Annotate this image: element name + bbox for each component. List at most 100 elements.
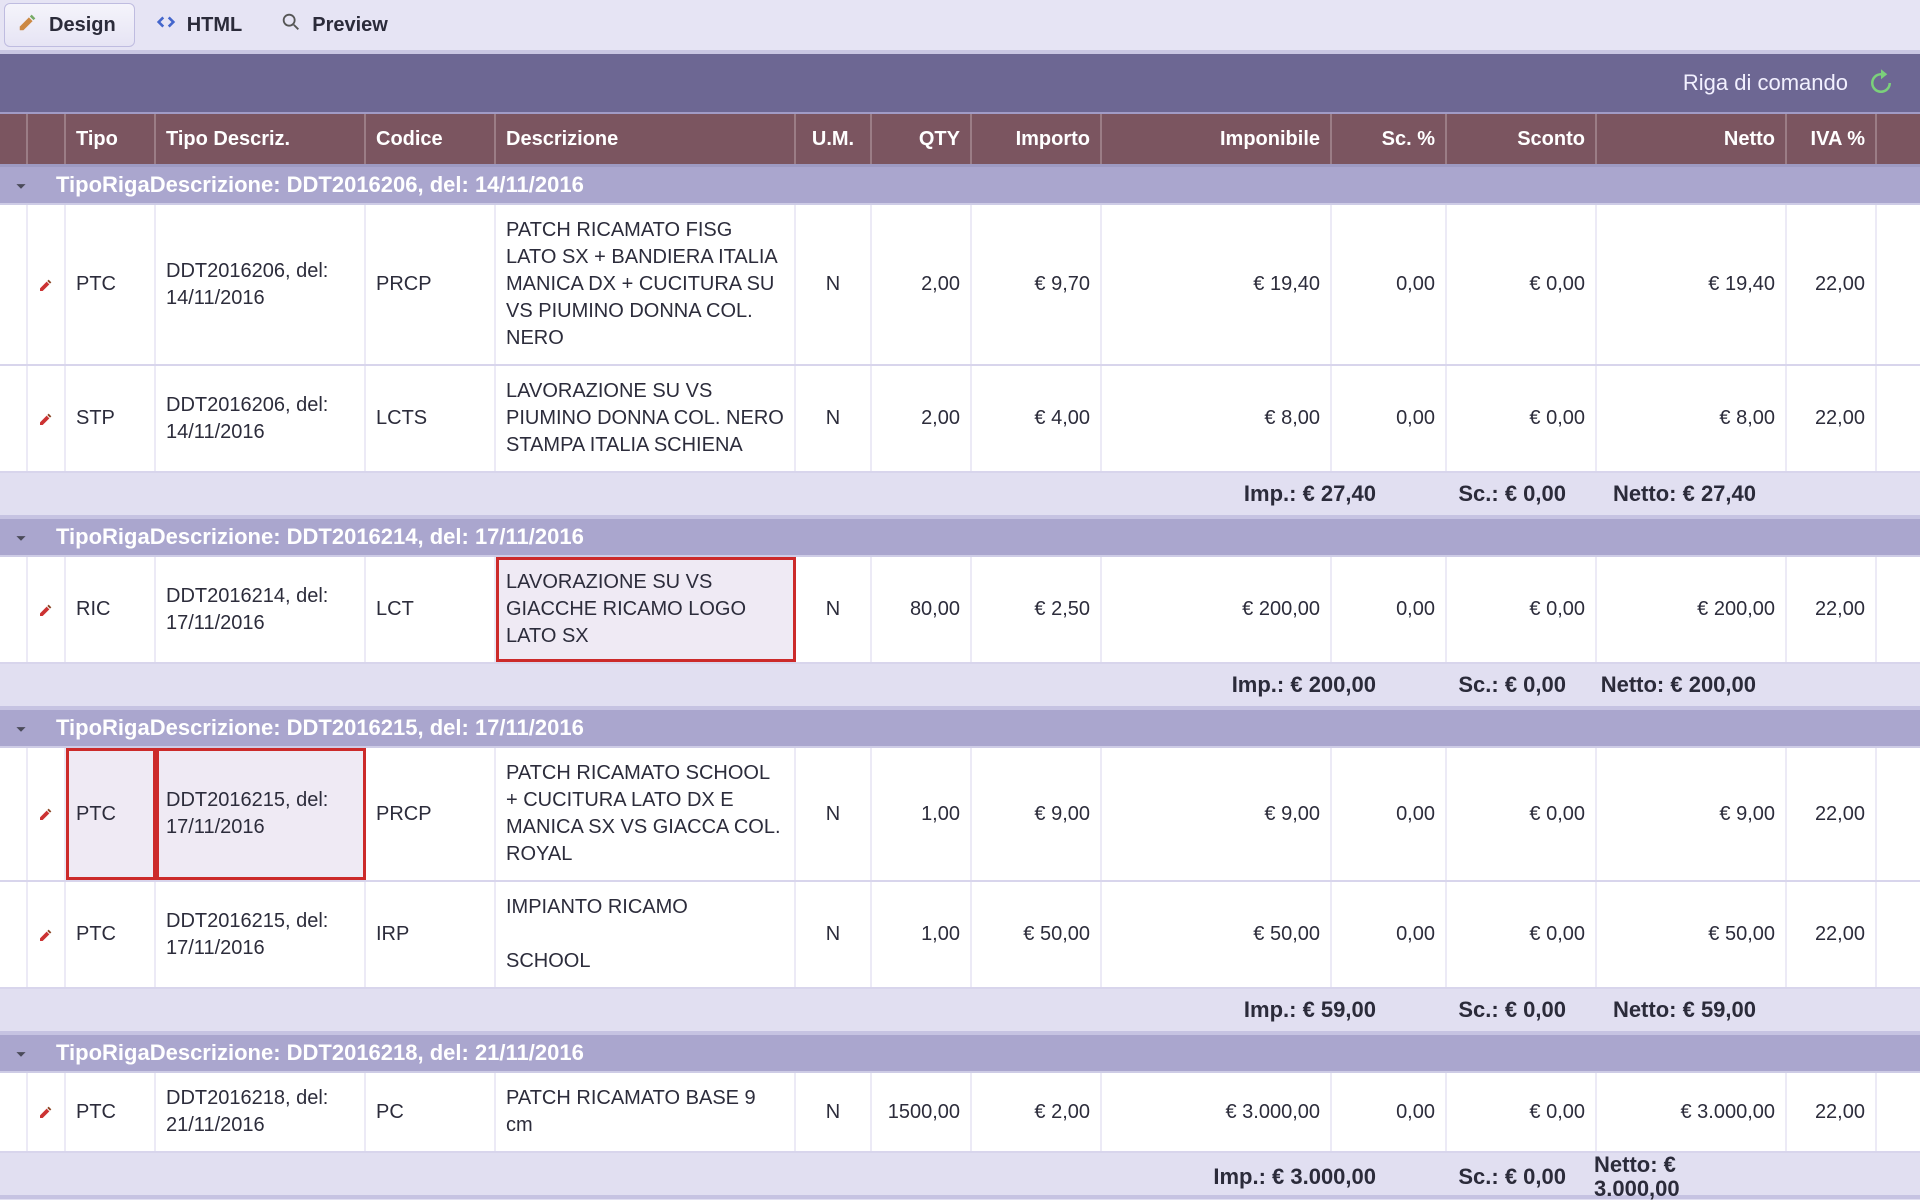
cell-qty: 2,00 xyxy=(872,205,972,364)
refresh-icon[interactable] xyxy=(1866,68,1896,98)
group-title: TipoRigaDescrizione: DDT2016215, del: 17… xyxy=(56,715,584,741)
command-row: Riga di comando xyxy=(0,54,1920,114)
table-row[interactable]: PTCDDT2016218, del: 21/11/2016PCPATCH RI… xyxy=(0,1073,1920,1153)
group-summary: Imp.: € 3.000,00Sc.: € 0,00Netto: € 3.00… xyxy=(0,1153,1920,1199)
tab-html-label: HTML xyxy=(187,14,243,37)
table-row[interactable]: PTCDDT2016215, del: 17/11/2016IRPIMPIANT… xyxy=(0,882,1920,989)
edit-icon[interactable] xyxy=(28,557,66,662)
header-codice[interactable]: Codice xyxy=(366,114,496,164)
summary-gap xyxy=(1770,473,1850,515)
cell-netto: € 50,00 xyxy=(1597,882,1787,987)
cell-tipodescr: DDT2016218, del: 21/11/2016 xyxy=(156,1073,366,1151)
cell-iva: 22,00 xyxy=(1787,557,1877,662)
cell-totale xyxy=(1877,366,1920,471)
pencil-ruler-icon xyxy=(17,11,39,39)
table-row[interactable]: RICDDT2016214, del: 17/11/2016LCTLAVORAZ… xyxy=(0,557,1920,664)
cell-sconto: € 0,00 xyxy=(1447,205,1597,364)
cell-scperc: 0,00 xyxy=(1332,205,1447,364)
cell-um: N xyxy=(796,748,872,880)
cell-importo: € 9,70 xyxy=(972,205,1102,364)
tab-design-label: Design xyxy=(49,14,116,37)
summary-gap xyxy=(1770,989,1850,1031)
summary-tot: Tot.: € xyxy=(1850,664,1920,706)
cell-scperc: 0,00 xyxy=(1332,882,1447,987)
header-qty[interactable]: QTY xyxy=(872,114,972,164)
cell-netto: € 200,00 xyxy=(1597,557,1787,662)
header-ivaperc[interactable]: IVA % xyxy=(1787,114,1877,164)
table-row[interactable]: STPDDT2016206, del: 14/11/2016LCTSLAVORA… xyxy=(0,366,1920,473)
edit-icon[interactable] xyxy=(28,748,66,880)
tab-preview-label: Preview xyxy=(312,14,388,37)
command-row-label: Riga di comando xyxy=(1683,70,1848,96)
header-scperc[interactable]: Sc. % xyxy=(1332,114,1447,164)
summary-imp: Imp.: € 200,00 xyxy=(1140,664,1390,706)
cell-iva: 22,00 xyxy=(1787,205,1877,364)
group-header[interactable]: TipoRigaDescrizione: DDT2016215, del: 17… xyxy=(0,710,1920,748)
cell-iva: 22,00 xyxy=(1787,1073,1877,1151)
group-title: TipoRigaDescrizione: DDT2016218, del: 21… xyxy=(56,1040,584,1066)
group-header[interactable]: TipoRigaDescrizione: DDT2016206, del: 14… xyxy=(0,167,1920,205)
summary-spacer xyxy=(0,473,1140,515)
cell-netto: € 19,40 xyxy=(1597,205,1787,364)
edit-icon[interactable] xyxy=(28,1073,66,1151)
summary-sc: Sc.: € 0,00 xyxy=(1390,989,1580,1031)
cell-scperc: 0,00 xyxy=(1332,748,1447,880)
summary-spacer xyxy=(0,664,1140,706)
cell-um: N xyxy=(796,1073,872,1151)
cell-iva: 22,00 xyxy=(1787,882,1877,987)
cell-sconto: € 0,00 xyxy=(1447,748,1597,880)
cell-expander xyxy=(0,366,28,471)
edit-icon[interactable] xyxy=(28,882,66,987)
cell-imponibile: € 19,40 xyxy=(1102,205,1332,364)
cell-tipo: RIC xyxy=(66,557,156,662)
summary-netto: Netto: € 200,00 xyxy=(1580,664,1770,706)
cell-codice: PRCP xyxy=(366,205,496,364)
tab-preview[interactable]: Preview xyxy=(268,3,406,47)
header-sconto[interactable]: Sconto xyxy=(1447,114,1597,164)
cell-descrizione: LAVORAZIONE SU VS PIUMINO DONNA COL. NER… xyxy=(496,366,796,471)
cell-imponibile: € 8,00 xyxy=(1102,366,1332,471)
table-row[interactable]: PTCDDT2016206, del: 14/11/2016PRCPPATCH … xyxy=(0,205,1920,366)
summary-netto: Netto: € 27,40 xyxy=(1580,473,1770,515)
cell-tipodescr: DDT2016206, del: 14/11/2016 xyxy=(156,205,366,364)
chevron-down-icon[interactable] xyxy=(8,525,34,551)
summary-imp: Imp.: € 59,00 xyxy=(1140,989,1390,1031)
header-netto[interactable]: Netto xyxy=(1597,114,1787,164)
header-tipodescr[interactable]: Tipo Descriz. xyxy=(156,114,366,164)
cell-qty: 80,00 xyxy=(872,557,972,662)
cell-codice: PRCP xyxy=(366,748,496,880)
header-totale[interactable]: Totale xyxy=(1877,114,1920,164)
tab-design[interactable]: Design xyxy=(4,3,135,47)
cell-totale xyxy=(1877,748,1920,880)
cell-scperc: 0,00 xyxy=(1332,1073,1447,1151)
table-row[interactable]: PTCDDT2016215, del: 17/11/2016PRCPPATCH … xyxy=(0,748,1920,882)
header-descrizione[interactable]: Descrizione xyxy=(496,114,796,164)
cell-totale: € xyxy=(1877,557,1920,662)
cell-expander xyxy=(0,1073,28,1151)
chevron-down-icon[interactable] xyxy=(8,716,34,742)
summary-sc: Sc.: € 0,00 xyxy=(1390,664,1580,706)
cell-codice: IRP xyxy=(366,882,496,987)
cell-expander xyxy=(0,882,28,987)
tab-html[interactable]: HTML xyxy=(143,3,261,47)
cell-importo: € 50,00 xyxy=(972,882,1102,987)
cell-totale: € 3. xyxy=(1877,1073,1920,1151)
chevron-down-icon[interactable] xyxy=(8,173,34,199)
group-header[interactable]: TipoRigaDescrizione: DDT2016214, del: 17… xyxy=(0,519,1920,557)
edit-icon[interactable] xyxy=(28,366,66,471)
header-imponibile[interactable]: Imponibile xyxy=(1102,114,1332,164)
chevron-down-icon[interactable] xyxy=(8,1041,34,1067)
cell-netto: € 3.000,00 xyxy=(1597,1073,1787,1151)
cell-descrizione: PATCH RICAMATO BASE 9 cm xyxy=(496,1073,796,1151)
header-expander xyxy=(0,114,28,164)
header-tipo[interactable]: Tipo xyxy=(66,114,156,164)
tab-bar: Design HTML Preview xyxy=(0,0,1920,54)
group-header[interactable]: TipoRigaDescrizione: DDT2016218, del: 21… xyxy=(0,1035,1920,1073)
header-importo[interactable]: Importo xyxy=(972,114,1102,164)
data-grid: Tipo Tipo Descriz. Codice Descrizione U.… xyxy=(0,114,1920,1199)
header-um[interactable]: U.M. xyxy=(796,114,872,164)
cell-sconto: € 0,00 xyxy=(1447,366,1597,471)
edit-icon[interactable] xyxy=(28,205,66,364)
cell-tipo: PTC xyxy=(66,1073,156,1151)
cell-imponibile: € 9,00 xyxy=(1102,748,1332,880)
